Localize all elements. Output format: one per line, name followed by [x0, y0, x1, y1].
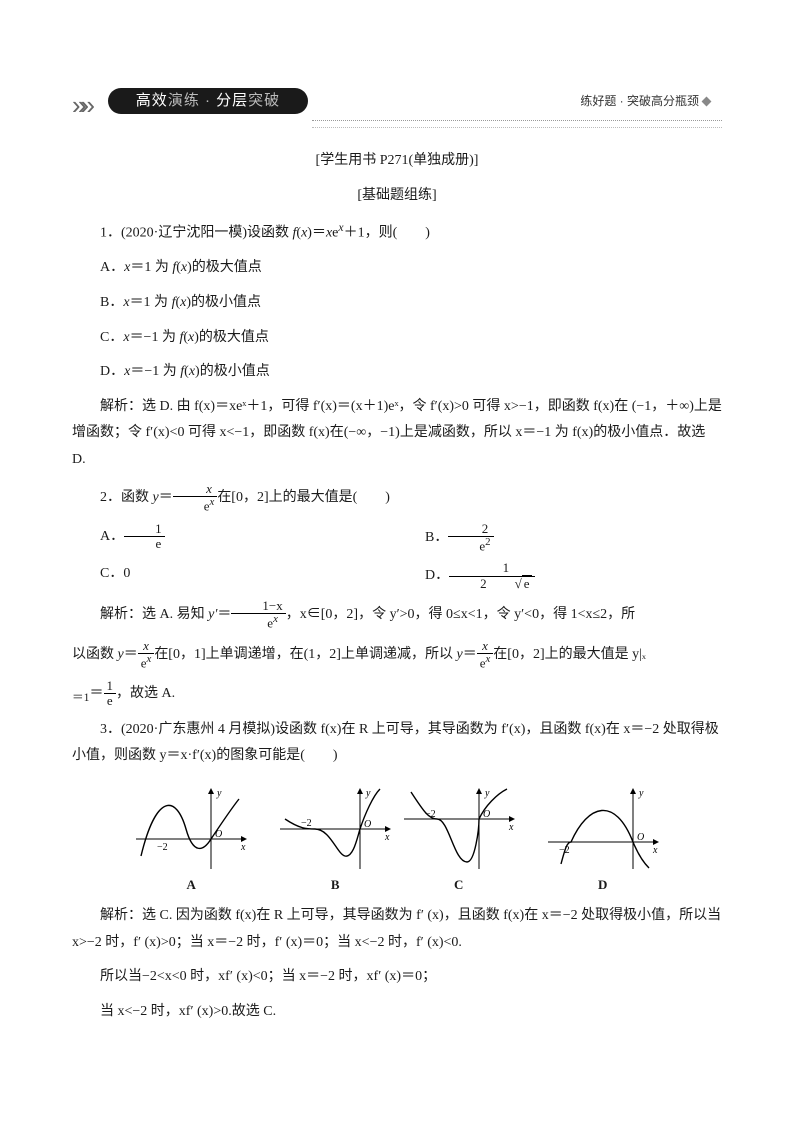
q2-solution-2: 以函数 y＝xex在[0，1]上单调递增，在(1，2]上单调递减，所以 y＝xe…	[72, 639, 722, 671]
banner-tagline: 练好题 · 突破高分瓶颈	[580, 92, 710, 109]
q3-fig-d: O x y −2 D	[543, 784, 663, 893]
svg-text:x: x	[652, 845, 658, 856]
svg-text:y: y	[216, 788, 222, 799]
q1-solution: 解析：选 D. 由 f(x)＝xeˣ＋1，可得 f′(x)＝(x＋1)eˣ，令 …	[72, 394, 722, 474]
q1-option-b: B．x＝1 为 f(x)的极小值点	[72, 290, 722, 317]
banner-t3: 分层	[216, 92, 248, 109]
q2-solution-3: ＝1＝1e，故选 A.	[72, 679, 722, 709]
svg-text:x: x	[384, 832, 390, 843]
q3-fig-c: O x y −2 C	[399, 784, 519, 893]
q2-option-c: C．0	[72, 561, 397, 591]
q3-solution-3: 当 x<−2 时，xf′ (x)>0.故选 C.	[72, 999, 722, 1026]
section-banner: »» 高效演练 · 分层突破 练好题 · 突破高分瓶颈	[72, 90, 722, 118]
q2-option-b: B．2e2	[397, 522, 722, 554]
q3-label-a: A	[131, 877, 251, 893]
banner-t4: 突破	[248, 92, 280, 109]
q1-option-c: C．x＝−1 为 f(x)的极大值点	[72, 325, 722, 352]
svg-text:x: x	[240, 842, 246, 853]
header-book-ref: [学生用书 P271(单独成册)]	[72, 148, 722, 175]
svg-text:−2: −2	[157, 842, 168, 853]
svg-text:O: O	[364, 819, 371, 830]
q1-option-a: A．x＝1 为 f(x)的极大值点	[72, 255, 722, 282]
q2-prompt: 2．函数 y＝xex在[0，2]上的最大值是( )	[72, 482, 722, 514]
svg-text:y: y	[365, 788, 371, 799]
q3-fig-a: O x y −2 A	[131, 784, 251, 893]
q3-solution-2: 所以当−2<x<0 时，xf′ (x)<0；当 x＝−2 时，xf′ (x)＝0…	[72, 964, 722, 991]
banner-chevrons: »»	[72, 90, 89, 121]
q2-solution-1: 解析：选 A. 易知 y′＝1−xex，x∈[0，2]，令 y′>0，得 0≤x…	[72, 599, 722, 631]
svg-text:O: O	[637, 832, 644, 843]
dotted-rule-2	[312, 127, 722, 128]
q3-solution-1: 解析：选 C. 因为函数 f(x)在 R 上可导，其导函数为 f′ (x)，且函…	[72, 903, 722, 956]
q3-label-b: B	[275, 877, 395, 893]
q2-option-d: D．12e	[397, 561, 722, 591]
banner-title: 高效演练 · 分层突破	[108, 88, 308, 114]
svg-text:y: y	[484, 788, 490, 799]
banner-t1: 高效	[136, 92, 168, 109]
q1-option-d: D．x＝−1 为 f(x)的极小值点	[72, 359, 722, 386]
svg-text:x: x	[508, 822, 514, 833]
q3-label-c: C	[399, 877, 519, 893]
diamond-icon	[702, 97, 712, 107]
banner-t2: 演练 ·	[168, 92, 216, 109]
q3-fig-b: O x y −2 B	[275, 784, 395, 893]
q1-prompt: 1．(2020·辽宁沈阳一模)设函数 f(x)＝xex＋1，则( )	[72, 217, 722, 247]
q2-row2: C．0 D．12e	[72, 561, 722, 591]
svg-text:y: y	[638, 788, 644, 799]
header-section: [基础题组练]	[72, 183, 722, 210]
dotted-rule-1	[312, 120, 722, 121]
q2-row1: A．1e B．2e2	[72, 522, 722, 554]
q3-label-d: D	[543, 877, 663, 893]
q3-figures: O x y −2 A O x y −2 B	[72, 780, 722, 893]
q3-prompt: 3．(2020·广东惠州 4 月模拟)设函数 f(x)在 R 上可导，其导函数为…	[72, 717, 722, 770]
q2-option-a: A．1e	[72, 522, 397, 554]
